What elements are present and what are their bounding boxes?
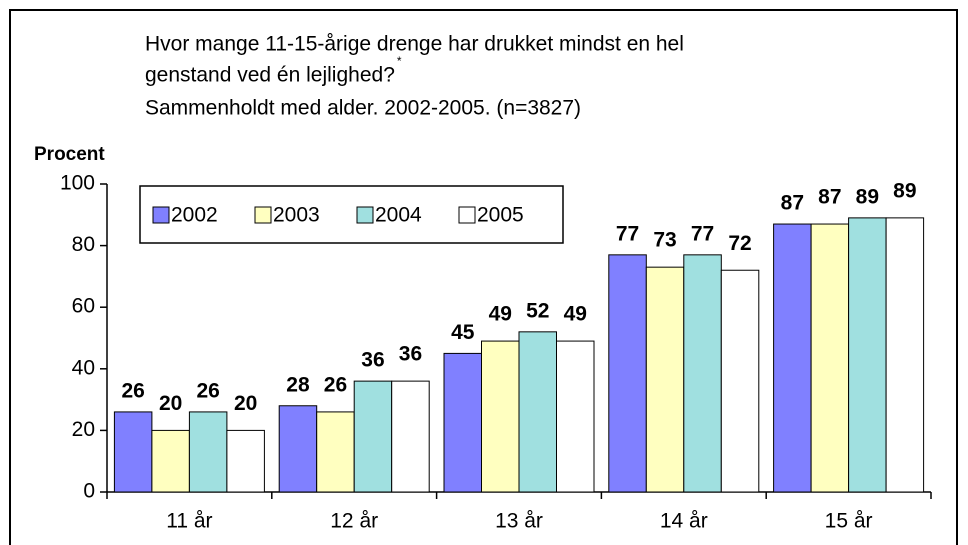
bar	[226, 429, 265, 493]
bar	[113, 411, 153, 493]
y-tick-label: 60	[72, 295, 95, 318]
bar	[683, 254, 722, 493]
title-note: *	[397, 54, 402, 68]
bar	[443, 352, 482, 493]
legend-label: 2004	[375, 204, 422, 227]
title-line: Sammenholdt med alder. 2002-2005. (n=382…	[145, 97, 581, 120]
bar	[316, 411, 355, 493]
bar	[720, 269, 760, 493]
legend-box	[139, 185, 564, 244]
value-label: 52	[526, 299, 549, 322]
y-tick-label: 0	[83, 480, 95, 503]
bar	[188, 411, 228, 493]
bar	[278, 405, 318, 493]
value-label: 45	[451, 321, 475, 344]
y-axis-label: Procent	[34, 144, 105, 165]
value-label: 49	[489, 303, 512, 326]
value-label: 73	[653, 229, 676, 252]
value-label: 26	[196, 379, 219, 402]
y-tick-label: 40	[72, 356, 95, 379]
value-label: 20	[159, 392, 182, 415]
bar	[885, 217, 925, 493]
bar	[608, 254, 647, 493]
bar	[151, 429, 190, 493]
x-tick-label: 12 år	[330, 510, 378, 533]
value-label: 87	[818, 186, 841, 209]
value-label: 49	[564, 303, 587, 326]
value-label: 89	[856, 185, 879, 208]
bar	[556, 340, 595, 493]
legend-swatch	[152, 206, 170, 224]
title-line: Hvor mange 11-15-årige drenge har drukke…	[145, 33, 684, 56]
bar	[645, 266, 685, 493]
bar	[353, 380, 393, 493]
bar	[848, 217, 887, 493]
value-label: 28	[286, 373, 310, 396]
legend: 2002 2003 2004 2005	[139, 185, 564, 244]
value-label: 72	[728, 232, 751, 255]
bar	[391, 380, 430, 493]
value-label: 26	[324, 373, 347, 396]
value-label: 36	[361, 349, 384, 372]
value-label: 89	[893, 179, 916, 202]
y-tick-label: 20	[72, 418, 95, 441]
legend-label: 2005	[477, 204, 524, 227]
value-label: 87	[781, 192, 804, 215]
bar	[773, 223, 812, 493]
value-label: 20	[234, 392, 257, 415]
legend-label: 2003	[273, 204, 320, 227]
bar	[810, 223, 850, 493]
value-label: 77	[616, 222, 639, 245]
legend-swatch	[254, 206, 272, 224]
y-tick-label: 100	[60, 172, 95, 195]
value-label: 36	[399, 343, 422, 366]
legend-swatch	[356, 206, 374, 224]
bar	[518, 331, 557, 493]
y-tick-label: 80	[72, 233, 95, 256]
x-tick-label: 15 år	[825, 510, 873, 533]
x-tick-label: 14 år	[660, 510, 708, 533]
x-tick-label: 11 år	[166, 510, 212, 533]
legend-label: 2002	[171, 204, 218, 227]
value-label: 26	[121, 379, 144, 402]
bar	[481, 340, 520, 493]
x-tick-label: 13 år	[495, 510, 543, 533]
legend-swatch	[458, 206, 476, 224]
value-label: 77	[691, 222, 714, 245]
title-line: genstand ved én lejlighed?	[145, 64, 395, 87]
